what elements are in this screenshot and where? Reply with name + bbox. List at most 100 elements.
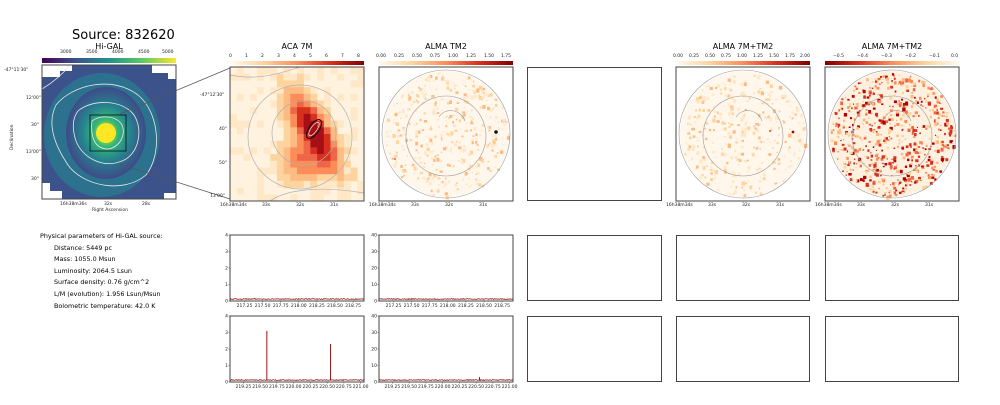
aca-pixel — [310, 154, 318, 162]
noise-speck — [925, 185, 928, 188]
noise-speck — [762, 172, 766, 177]
noise-speck — [945, 112, 949, 115]
noise-speck — [852, 134, 855, 137]
noise-speck — [851, 137, 854, 140]
spectrum-xtick: 220.50 — [319, 384, 335, 390]
noise-speck — [862, 118, 866, 122]
noise-speck — [913, 129, 918, 132]
noise-speck — [709, 168, 713, 172]
noise-speck — [743, 82, 747, 87]
noise-speck — [415, 109, 418, 113]
noise-speck — [462, 178, 465, 181]
noise-speck — [731, 180, 734, 183]
map-contour — [678, 69, 808, 199]
noise-speck — [464, 112, 467, 114]
noise-speck — [905, 78, 909, 83]
noise-speck — [448, 134, 452, 137]
higal-mask — [164, 193, 176, 199]
noise-speck — [896, 169, 900, 174]
aca-pixel — [297, 140, 304, 148]
noise-speck — [741, 181, 745, 186]
noise-speck — [696, 116, 700, 120]
noise-speck — [892, 184, 895, 187]
lm-text: L/M (evolution): 1.956 Lsun/Msun — [54, 289, 161, 298]
noise-speck — [497, 127, 501, 131]
noise-speck — [421, 129, 425, 131]
noise-speck — [407, 88, 409, 90]
noise-speck — [882, 120, 886, 125]
noise-speck — [910, 162, 913, 165]
noise-speck — [689, 123, 693, 126]
noise-speck — [723, 136, 726, 138]
noise-speck — [699, 159, 703, 164]
noise-speck — [841, 143, 845, 146]
noise-speck — [432, 174, 435, 176]
noise-speck — [940, 124, 942, 127]
noise-speck — [732, 99, 737, 104]
aca-pixel — [297, 180, 304, 188]
colorbar-tick: 0.00 — [673, 54, 684, 59]
spectrum-xtick: 218.25 — [309, 303, 325, 309]
noise-speck — [914, 102, 917, 104]
noise-speck — [898, 104, 902, 108]
noise-speck — [425, 78, 428, 82]
noise-speck — [447, 180, 451, 183]
noise-speck — [423, 111, 425, 114]
noise-speck — [429, 138, 433, 143]
noise-speck — [936, 111, 939, 115]
aca-pixel — [317, 127, 325, 135]
noise-speck — [878, 124, 881, 126]
noise-speck — [893, 186, 897, 190]
noise-speck — [893, 158, 896, 162]
noise-speck — [901, 146, 905, 150]
noise-speck — [777, 134, 781, 137]
noise-speck — [878, 79, 880, 80]
spectrum-xtick: 219.75 — [269, 384, 285, 390]
noise-speck — [926, 93, 930, 96]
noise-speck — [876, 133, 880, 137]
noise-speck — [918, 79, 921, 83]
noise-speck — [940, 157, 944, 162]
noise-speck — [417, 151, 420, 155]
noise-speck — [881, 149, 884, 152]
noise-speck — [469, 129, 473, 132]
noise-speck — [729, 193, 731, 195]
noise-speck — [899, 79, 902, 82]
noise-speck — [854, 135, 857, 138]
noise-speck — [902, 146, 905, 148]
noise-speck — [466, 110, 468, 113]
noise-speck — [463, 113, 466, 117]
noise-speck — [753, 92, 756, 95]
noise-speck — [724, 155, 726, 157]
spectrum-ytick: 3 — [225, 249, 228, 255]
noise-speck — [463, 101, 465, 103]
noise-speck — [707, 85, 711, 87]
noise-speck — [455, 118, 458, 121]
noise-speck — [422, 176, 426, 180]
aca-pixel — [343, 187, 351, 195]
noise-speck — [932, 92, 936, 95]
noise-speck — [719, 117, 722, 120]
aca-pixel — [270, 167, 278, 175]
noise-speck — [790, 165, 793, 168]
noise-speck — [479, 134, 482, 137]
noise-speck — [835, 125, 837, 127]
noise-speck — [898, 83, 900, 85]
aca-pixel — [310, 134, 318, 141]
aca-pixel — [290, 174, 298, 182]
empty-spectrum-panel — [676, 235, 810, 301]
noise-speck — [933, 166, 936, 168]
aca-pixel — [330, 127, 338, 135]
higal-contour — [51, 83, 157, 187]
noise-speck — [886, 146, 889, 150]
aca-pixel — [337, 160, 345, 168]
noise-speck — [847, 106, 850, 109]
aca-pixel — [243, 154, 251, 162]
aca-pixel — [310, 100, 318, 108]
noise-speck — [434, 101, 437, 104]
noise-speck — [900, 124, 904, 127]
noise-speck — [862, 89, 866, 94]
colorbar-tick: 2.00 — [800, 54, 811, 59]
aca-pixel — [357, 80, 365, 88]
noise-speck — [445, 125, 448, 128]
